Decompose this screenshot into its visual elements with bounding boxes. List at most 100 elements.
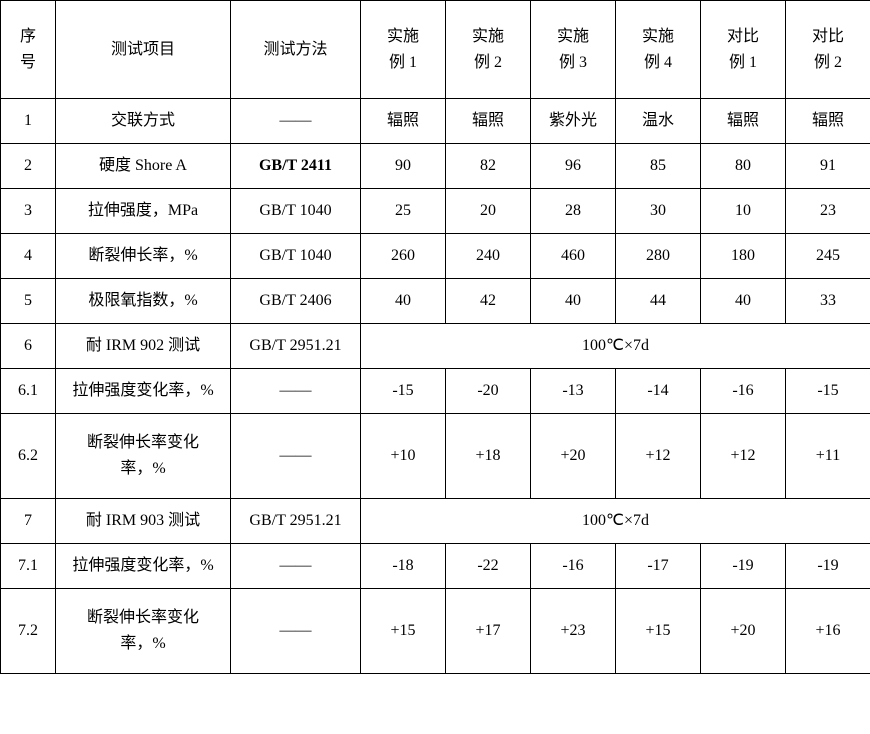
cell-value: 90 xyxy=(361,144,446,189)
col-header-c2: 对比例 2 xyxy=(786,1,870,99)
cell-merged: 100℃×7d xyxy=(361,499,870,544)
cell-value: +15 xyxy=(361,589,446,674)
cell-value: -13 xyxy=(531,369,616,414)
cell-method: —— xyxy=(231,414,361,499)
table-row: 6.1 拉伸强度变化率，% —— -15 -20 -13 -14 -16 -15 xyxy=(1,369,870,414)
cell-item: 断裂伸长率变化率，% xyxy=(56,589,231,674)
cell-value: 40 xyxy=(361,279,446,324)
cell-value: 辐照 xyxy=(786,99,870,144)
cell-id: 5 xyxy=(1,279,56,324)
col-header-v3: 实施例 3 xyxy=(531,1,616,99)
cell-value: +17 xyxy=(446,589,531,674)
table-row: 6.2 断裂伸长率变化率，% —— +10 +18 +20 +12 +12 +1… xyxy=(1,414,870,499)
cell-id: 7 xyxy=(1,499,56,544)
cell-item: 拉伸强度变化率，% xyxy=(56,369,231,414)
cell-value: 温水 xyxy=(616,99,701,144)
cell-item: 交联方式 xyxy=(56,99,231,144)
cell-value: 辐照 xyxy=(446,99,531,144)
cell-value: -19 xyxy=(701,544,786,589)
cell-item: 耐 IRM 903 测试 xyxy=(56,499,231,544)
cell-value: 280 xyxy=(616,234,701,279)
cell-value: +20 xyxy=(531,414,616,499)
cell-value: 辐照 xyxy=(701,99,786,144)
cell-id: 6.1 xyxy=(1,369,56,414)
cell-method: GB/T 2951.21 xyxy=(231,324,361,369)
cell-id: 6.2 xyxy=(1,414,56,499)
cell-item: 硬度 Shore A xyxy=(56,144,231,189)
table-row: 2 硬度 Shore A GB/T 2411 90 82 96 85 80 91 xyxy=(1,144,870,189)
cell-value: 91 xyxy=(786,144,870,189)
cell-value: 240 xyxy=(446,234,531,279)
data-table: 序号 测试项目 测试方法 实施例 1 实施例 2 实施例 3 实施例 4 对比例… xyxy=(0,0,870,674)
cell-value: 33 xyxy=(786,279,870,324)
cell-value: 紫外光 xyxy=(531,99,616,144)
table-row: 7.1 拉伸强度变化率，% —— -18 -22 -16 -17 -19 -19 xyxy=(1,544,870,589)
cell-item: 拉伸强度变化率，% xyxy=(56,544,231,589)
cell-value: 44 xyxy=(616,279,701,324)
cell-id: 6 xyxy=(1,324,56,369)
col-header-method: 测试方法 xyxy=(231,1,361,99)
cell-value: -17 xyxy=(616,544,701,589)
cell-id: 2 xyxy=(1,144,56,189)
cell-method: GB/T 2411 xyxy=(231,144,361,189)
table-row: 6 耐 IRM 902 测试 GB/T 2951.21 100℃×7d xyxy=(1,324,870,369)
cell-value: 23 xyxy=(786,189,870,234)
cell-item: 断裂伸长率，% xyxy=(56,234,231,279)
cell-value: 10 xyxy=(701,189,786,234)
cell-value: +18 xyxy=(446,414,531,499)
cell-value: +16 xyxy=(786,589,870,674)
cell-value: 96 xyxy=(531,144,616,189)
cell-id: 7.2 xyxy=(1,589,56,674)
cell-id: 4 xyxy=(1,234,56,279)
col-header-v4: 实施例 4 xyxy=(616,1,701,99)
col-header-index: 序号 xyxy=(1,1,56,99)
cell-id: 7.1 xyxy=(1,544,56,589)
col-header-v2: 实施例 2 xyxy=(446,1,531,99)
cell-value: -19 xyxy=(786,544,870,589)
cell-value: -16 xyxy=(531,544,616,589)
cell-value: 28 xyxy=(531,189,616,234)
cell-value: 180 xyxy=(701,234,786,279)
cell-value: +10 xyxy=(361,414,446,499)
cell-item: 耐 IRM 902 测试 xyxy=(56,324,231,369)
cell-value: 25 xyxy=(361,189,446,234)
cell-item: 极限氧指数，% xyxy=(56,279,231,324)
cell-value: 460 xyxy=(531,234,616,279)
col-header-item: 测试项目 xyxy=(56,1,231,99)
cell-value: 82 xyxy=(446,144,531,189)
cell-value: +15 xyxy=(616,589,701,674)
col-header-c1: 对比例 1 xyxy=(701,1,786,99)
cell-value: -22 xyxy=(446,544,531,589)
cell-value: -16 xyxy=(701,369,786,414)
header-row: 序号 测试项目 测试方法 实施例 1 实施例 2 实施例 3 实施例 4 对比例… xyxy=(1,1,870,99)
table-row: 7.2 断裂伸长率变化率，% —— +15 +17 +23 +15 +20 +1… xyxy=(1,589,870,674)
cell-method: —— xyxy=(231,544,361,589)
cell-method: GB/T 1040 xyxy=(231,234,361,279)
cell-value: 辐照 xyxy=(361,99,446,144)
col-header-v1: 实施例 1 xyxy=(361,1,446,99)
cell-method: GB/T 2951.21 xyxy=(231,499,361,544)
cell-item: 断裂伸长率变化率，% xyxy=(56,414,231,499)
cell-value: +12 xyxy=(616,414,701,499)
cell-value: -18 xyxy=(361,544,446,589)
cell-method: —— xyxy=(231,369,361,414)
cell-value: -15 xyxy=(786,369,870,414)
cell-value: 40 xyxy=(531,279,616,324)
cell-value: 30 xyxy=(616,189,701,234)
table-row: 5 极限氧指数，% GB/T 2406 40 42 40 44 40 33 xyxy=(1,279,870,324)
cell-item: 拉伸强度，MPa xyxy=(56,189,231,234)
cell-id: 1 xyxy=(1,99,56,144)
cell-value: +23 xyxy=(531,589,616,674)
table-row: 1 交联方式 —— 辐照 辐照 紫外光 温水 辐照 辐照 xyxy=(1,99,870,144)
cell-value: 42 xyxy=(446,279,531,324)
cell-value: 85 xyxy=(616,144,701,189)
cell-value: 80 xyxy=(701,144,786,189)
table-row: 4 断裂伸长率，% GB/T 1040 260 240 460 280 180 … xyxy=(1,234,870,279)
cell-value: 40 xyxy=(701,279,786,324)
table-row: 7 耐 IRM 903 测试 GB/T 2951.21 100℃×7d xyxy=(1,499,870,544)
cell-method: GB/T 1040 xyxy=(231,189,361,234)
cell-method: —— xyxy=(231,99,361,144)
cell-value: -14 xyxy=(616,369,701,414)
cell-method: GB/T 2406 xyxy=(231,279,361,324)
cell-value: -15 xyxy=(361,369,446,414)
